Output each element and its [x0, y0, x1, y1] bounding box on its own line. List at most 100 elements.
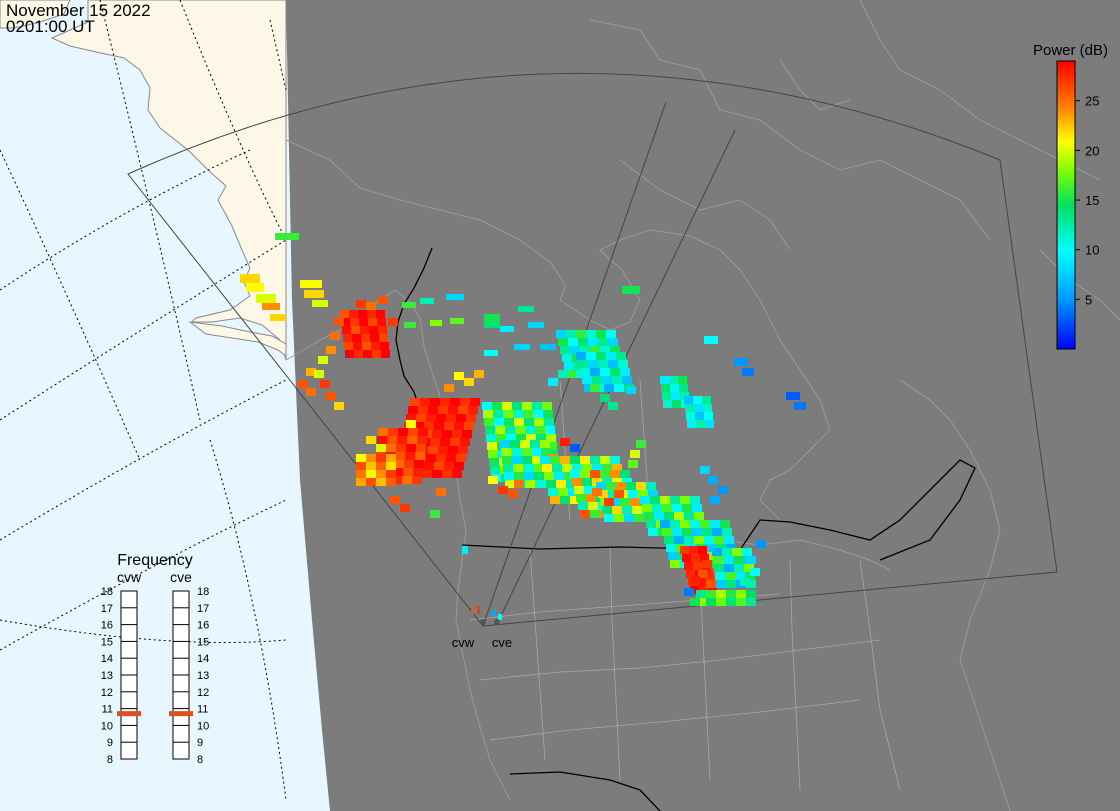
power-cell	[690, 586, 699, 594]
power-cell	[330, 332, 340, 340]
power-cell	[470, 398, 480, 406]
power-cell	[442, 430, 452, 438]
power-cell	[387, 436, 397, 444]
power-cell	[418, 428, 428, 436]
power-cell	[733, 556, 743, 564]
power-cell	[600, 456, 610, 464]
power-cell	[414, 460, 424, 468]
power-cell	[560, 346, 570, 354]
power-cell	[377, 318, 386, 326]
power-cell	[584, 384, 594, 392]
power-cell	[652, 504, 662, 512]
power-cell	[746, 598, 756, 606]
power-cell	[582, 376, 592, 384]
power-cell	[722, 528, 732, 536]
power-cell	[460, 398, 470, 406]
power-cell	[522, 402, 532, 410]
power-cell	[462, 430, 472, 438]
power-cell	[446, 294, 464, 300]
power-cell	[608, 360, 618, 368]
power-cell	[720, 520, 730, 528]
power-cell	[386, 478, 396, 486]
power-cell	[356, 462, 366, 470]
power-cell	[482, 402, 492, 410]
power-cell	[694, 404, 703, 412]
power-cell	[734, 564, 744, 572]
frequency-tick-label: 15	[101, 636, 113, 648]
power-cell	[590, 368, 600, 376]
power-cell	[420, 398, 430, 406]
power-cell	[432, 470, 442, 478]
power-cell	[578, 338, 588, 346]
power-cell	[572, 464, 582, 472]
power-cell	[638, 490, 648, 498]
power-cell	[522, 456, 532, 464]
power-cell	[610, 346, 620, 354]
power-cell	[542, 464, 552, 472]
power-cell	[366, 470, 376, 478]
power-cell	[406, 420, 416, 428]
power-cell	[660, 496, 670, 504]
power-cell	[674, 536, 684, 544]
power-cell	[388, 318, 398, 326]
power-cell	[320, 380, 330, 388]
alaska-landmass	[50, 0, 287, 361]
power-cell	[650, 496, 660, 504]
power-cell	[300, 280, 322, 288]
power-cell	[416, 414, 426, 422]
power-cell	[495, 426, 505, 434]
power-cell	[628, 460, 638, 468]
power-cell	[542, 402, 552, 410]
power-cell	[592, 464, 602, 472]
power-cell	[690, 576, 700, 584]
power-cell	[361, 334, 370, 342]
power-cell	[410, 398, 420, 406]
power-cell	[596, 482, 606, 490]
power-cell	[381, 350, 390, 358]
power-cell	[698, 546, 707, 554]
power-cell	[582, 478, 592, 486]
power-cell	[746, 556, 756, 564]
power-cell	[515, 426, 525, 434]
power-cell	[548, 488, 558, 496]
power-cell	[516, 434, 526, 442]
power-cell	[450, 318, 464, 324]
power-cell	[714, 564, 724, 572]
power-cell	[405, 452, 415, 460]
power-cell	[547, 442, 557, 450]
power-cell	[456, 414, 466, 422]
power-cell	[406, 444, 416, 452]
power-colorbar: Power (dB) 5 10 15 20 25	[1033, 42, 1108, 350]
power-cell	[674, 512, 684, 520]
power-cell	[713, 556, 723, 564]
power-cell	[606, 482, 616, 490]
power-cell	[608, 402, 618, 410]
power-cell	[616, 482, 626, 490]
power-cell	[566, 330, 576, 338]
colorbar-tick-label: 10	[1085, 243, 1099, 258]
power-cell	[724, 536, 734, 544]
power-cell	[718, 486, 728, 494]
power-cell	[556, 330, 566, 338]
power-cell	[602, 506, 612, 514]
power-cell	[592, 376, 602, 384]
power-cell	[505, 480, 515, 488]
power-cell	[413, 468, 423, 476]
power-cell	[404, 322, 416, 328]
power-cell	[550, 496, 560, 504]
power-cell	[710, 496, 720, 504]
power-cell	[596, 330, 606, 338]
power-cell	[684, 588, 694, 596]
power-cell	[669, 376, 678, 384]
power-cell	[580, 510, 590, 518]
power-cell	[684, 396, 693, 404]
power-cell	[726, 598, 736, 606]
frequency-tick-label: 10	[197, 720, 209, 732]
power-cell	[366, 462, 376, 470]
power-cell	[513, 410, 523, 418]
power-cell	[544, 472, 554, 480]
power-cell	[614, 514, 624, 522]
power-cell	[614, 384, 624, 392]
power-cell	[702, 560, 712, 568]
power-cell	[362, 342, 371, 350]
